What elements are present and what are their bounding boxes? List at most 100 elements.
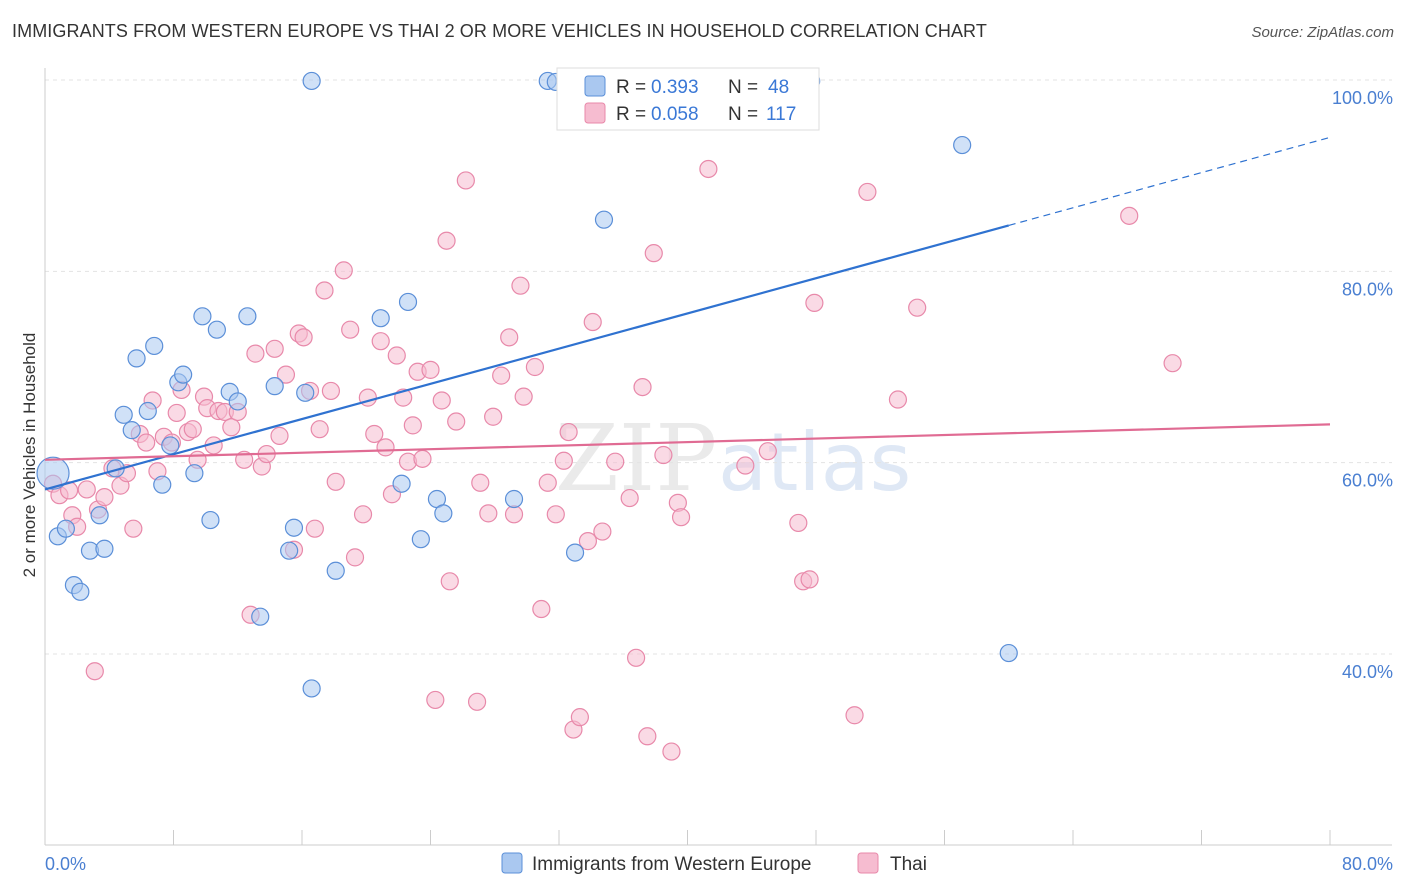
legend-n-label-2: N = (728, 104, 758, 125)
thai-point (583, 312, 602, 332)
legend-r-value-2: 0.058 (651, 104, 699, 125)
thai-point (638, 727, 657, 746)
thai-point (371, 332, 390, 351)
western-europe-points (36, 71, 1018, 698)
thai-point (736, 456, 755, 475)
thai-point (437, 231, 456, 250)
thai-point (456, 171, 475, 190)
thai-point (334, 261, 353, 280)
thai-point (471, 473, 490, 492)
western-europe-point (207, 320, 226, 339)
thai-point (167, 403, 186, 423)
bottom-legend-label-pink: Thai (890, 854, 927, 875)
legend-r-label-1: R = (616, 77, 646, 98)
bottom-legend-swatch-blue (501, 852, 523, 874)
thai-point (321, 381, 341, 401)
western-europe-point (193, 307, 212, 326)
y-tick-label: 80.0% (1342, 279, 1393, 299)
thai-point (246, 344, 265, 363)
western-europe-point (302, 679, 321, 698)
thai-point (432, 391, 451, 410)
bottom-legend-label-blue: Immigrants from Western Europe (532, 854, 811, 875)
legend-swatch-pink (584, 102, 606, 124)
legend-r-label-2: R = (616, 104, 646, 125)
thai-point (1120, 206, 1139, 225)
thai-point (671, 508, 691, 527)
western-europe-point (153, 475, 172, 494)
thai-point (525, 357, 545, 377)
thai-point (644, 244, 663, 263)
western-europe-point (251, 607, 270, 626)
thai-point (345, 548, 365, 567)
thai-point (800, 570, 819, 589)
thai-point (270, 426, 289, 445)
western-europe-point (127, 349, 146, 368)
western-europe-point (371, 309, 390, 328)
western-europe-point (411, 530, 430, 549)
thai-point (492, 366, 511, 385)
western-europe-point (95, 539, 114, 558)
western-europe-trend-extension (1008, 136, 1331, 226)
thai-point (365, 424, 384, 444)
thai-point (858, 182, 877, 202)
western-europe-point (953, 135, 972, 155)
thai-point (620, 488, 639, 508)
thai-point (305, 519, 324, 538)
western-europe-point (185, 464, 204, 483)
thai-point (353, 505, 373, 524)
chart-title: IMMIGRANTS FROM WESTERN EUROPE VS THAI 2… (12, 21, 987, 41)
thai-point (546, 505, 565, 524)
thai-point (326, 472, 345, 491)
western-europe-point (284, 518, 304, 537)
thai-point (315, 281, 334, 300)
western-europe-point (145, 336, 164, 356)
thai-point (413, 449, 432, 468)
thai-point (235, 450, 254, 469)
thai-point (124, 519, 143, 538)
western-europe-point (398, 292, 418, 312)
western-europe-trend-line (44, 224, 1010, 491)
western-europe-point (228, 392, 247, 411)
thai-point (699, 159, 718, 179)
western-europe-point (326, 561, 345, 580)
thai-point (222, 418, 241, 437)
thai-point (265, 339, 284, 358)
western-europe-point (302, 71, 321, 91)
western-europe-point (238, 307, 257, 326)
thai-point (789, 513, 808, 533)
thai-point (1163, 354, 1182, 373)
thai-point (500, 328, 519, 347)
legend-n-value-1: 48 (768, 77, 789, 98)
western-europe-point (565, 543, 585, 562)
thai-point (845, 706, 864, 725)
western-europe-point (280, 541, 299, 560)
legend-swatch-blue (584, 75, 606, 97)
trend-lines (44, 136, 1331, 491)
thai-point (341, 320, 360, 339)
thai-point (310, 420, 329, 439)
thai-point (276, 365, 296, 384)
thai-point (85, 662, 104, 681)
thai-point (376, 438, 395, 457)
axes (44, 68, 1392, 846)
thai-point (511, 276, 530, 295)
y-tick-label: 100.0% (1332, 88, 1393, 108)
y-axis-label: 2 or more Vehicles in Household (20, 333, 39, 578)
x-tick-label-min: 0.0% (45, 854, 86, 874)
thai-points (43, 159, 1182, 761)
thai-point (578, 532, 598, 551)
chart-source: Source: ZipAtlas.com (1251, 24, 1394, 41)
correlation-legend: R = 0.393 N = 48 R = 0.058 N = 117 (556, 67, 820, 131)
thai-point (888, 390, 908, 409)
legend-n-value-2: 117 (766, 104, 796, 125)
western-europe-point (122, 421, 141, 440)
thai-point (633, 377, 652, 397)
thai-point (440, 572, 459, 591)
western-europe-point (174, 365, 193, 384)
bottom-legend-swatch-pink (857, 852, 879, 874)
western-europe-point (114, 405, 133, 424)
thai-point (514, 387, 533, 406)
western-europe-point (138, 401, 157, 421)
western-europe-point (201, 510, 220, 530)
